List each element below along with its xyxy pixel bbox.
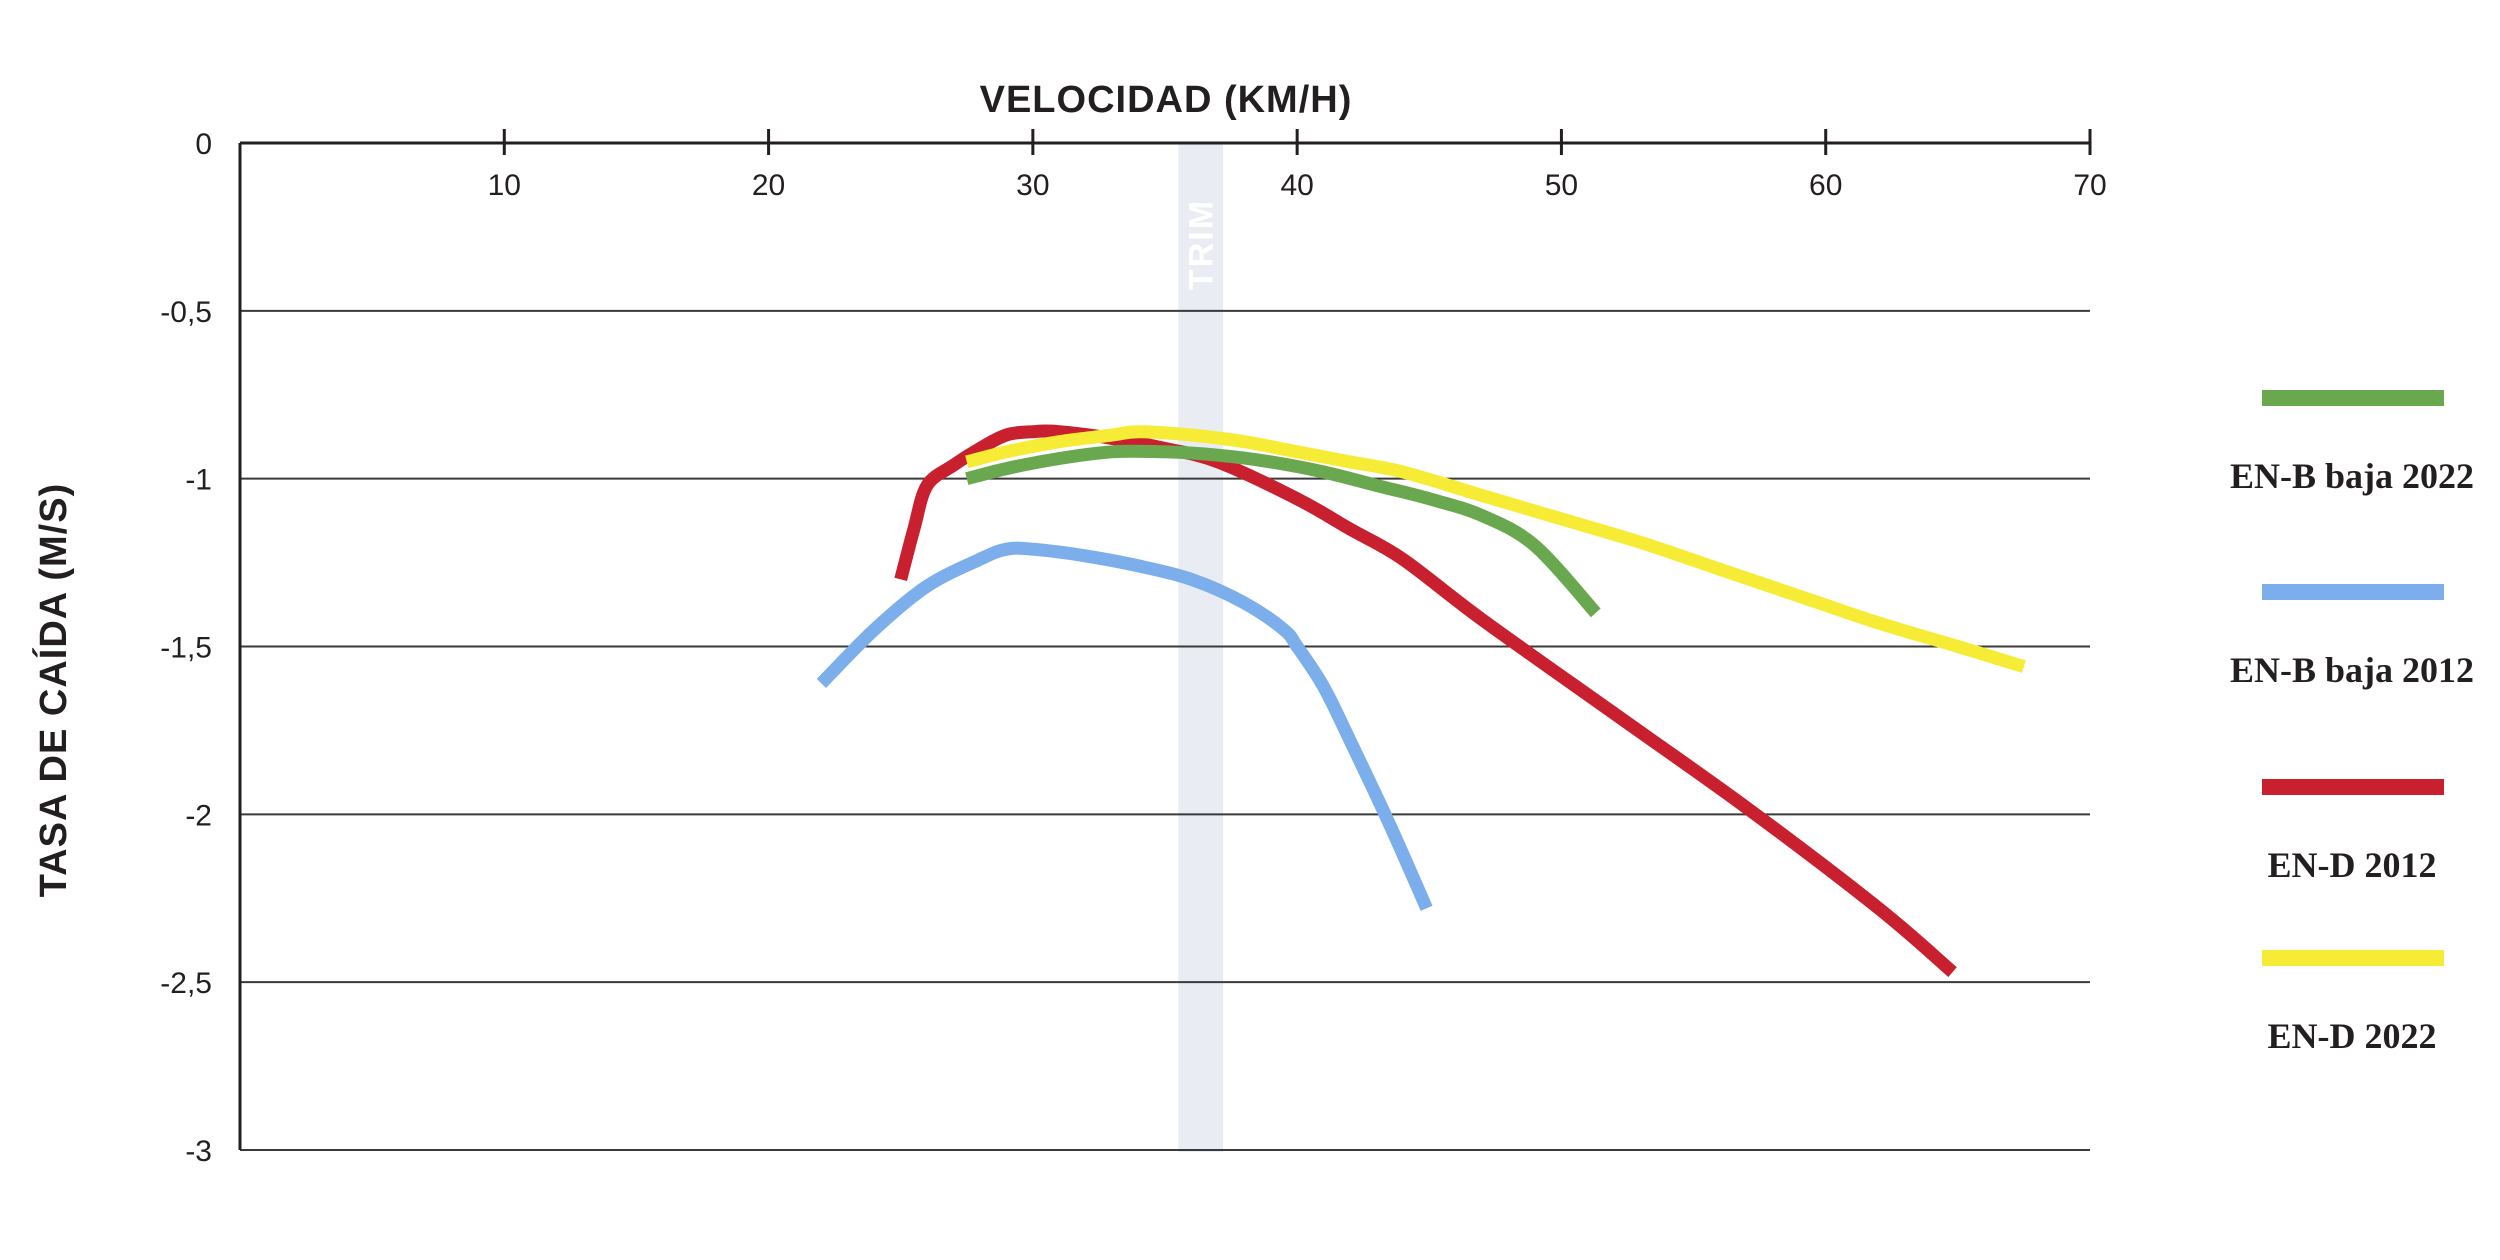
y-tick-label: -1	[185, 464, 212, 497]
legend-label-en-d-2022: EN-D 2022	[2268, 1016, 2437, 1056]
legend-label-en-b-baja-2012: EN-B baja 2012	[2230, 650, 2474, 690]
legend-label-en-b-baja-2022: EN-B baja 2022	[2230, 456, 2474, 496]
trim-label: TRIM	[1183, 199, 1221, 290]
y-tick-label: -2	[185, 799, 212, 832]
x-axis-title: VELOCIDAD (KM/H)	[980, 79, 1353, 121]
x-tick-label: 70	[2073, 169, 2106, 202]
series-line-en-b-baja-2012	[816, 541, 1433, 911]
legend-label-en-d-2012: EN-D 2012	[2268, 845, 2437, 885]
x-tick-label: 50	[1545, 169, 1578, 202]
x-tick-label: 60	[1809, 169, 1842, 202]
y-axis-ticks: 0 -0,5 -1 -1,5 -2 -2,5 -3	[160, 128, 212, 1168]
series-line-en-d-2012	[894, 424, 1957, 978]
x-tick-label: 20	[752, 169, 785, 202]
grid-lines	[240, 309, 2090, 1151]
legend: EN-B baja 2022 EN-B baja 2012 EN-D 2012 EN-…	[2230, 390, 2474, 1056]
series-line-en-d-2022	[965, 425, 2026, 673]
y-tick-label: 0	[195, 128, 212, 161]
y-tick-label: -1,5	[160, 632, 212, 665]
y-tick-label: -3	[185, 1135, 212, 1168]
x-axis-ticks: 10 20 30 40 50 60 70	[488, 129, 2107, 202]
y-axis-title: TASA DE CAÍDA (M/S)	[31, 483, 75, 897]
axes	[238, 141, 2090, 1150]
x-tick-label: 40	[1280, 169, 1313, 202]
series-line-en-b-baja-2022	[965, 444, 1601, 618]
y-tick-label: -2,5	[160, 967, 212, 1000]
x-tick-label: 10	[488, 169, 521, 202]
y-tick-label: -0,5	[160, 296, 212, 329]
x-tick-label: 30	[1016, 169, 1049, 202]
series-lines	[816, 424, 2026, 978]
